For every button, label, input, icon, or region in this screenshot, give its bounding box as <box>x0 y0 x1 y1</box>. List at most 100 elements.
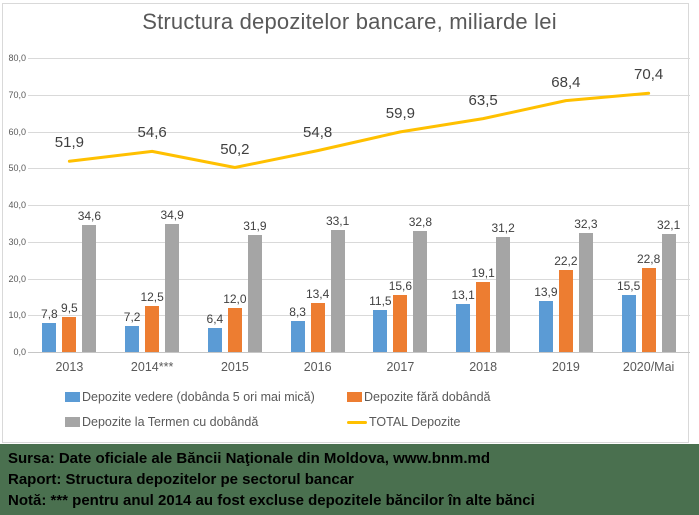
y-tick-label: 70,0 <box>8 89 26 100</box>
legend-label: Depozite fără dobândă <box>364 390 491 404</box>
bar-label: 13,1 <box>451 287 475 302</box>
bar <box>456 303 471 352</box>
y-tick-label: 30,0 <box>8 236 26 247</box>
gridline <box>28 315 690 317</box>
bar <box>42 323 57 352</box>
source-footer: Sursa: Date oficiale ale Băncii Naţional… <box>0 444 699 515</box>
bar-label: 12,5 <box>140 290 164 305</box>
footer-line-sursa: Sursa: Date oficiale ale Băncii Naţional… <box>8 450 491 467</box>
x-axis-label: 2014*** <box>130 360 174 374</box>
x-axis-label: 2016 <box>303 360 332 374</box>
bar <box>82 224 97 352</box>
bar <box>558 270 573 352</box>
bar <box>661 234 676 352</box>
gridline <box>28 168 690 170</box>
bar <box>413 231 428 352</box>
line-point-label: 68,4 <box>551 73 581 91</box>
legend-swatch-icon <box>65 392 80 402</box>
bar <box>310 302 325 352</box>
bar <box>476 281 491 352</box>
legend-label: Depozite vedere (dobânda 5 ori mai mică) <box>82 390 315 404</box>
bar <box>165 223 180 352</box>
x-axis-label: 2019 <box>551 360 580 374</box>
chart-border-frame <box>2 3 689 443</box>
footer-line-raport: Raport: Structura depozitelor pe sectoru… <box>8 471 354 488</box>
bar-label: 6,4 <box>206 312 224 327</box>
y-tick-label: 50,0 <box>8 163 26 174</box>
legend-label: Depozite la Termen cu dobândă <box>82 415 259 429</box>
legend-swatch-icon <box>347 420 367 424</box>
x-axis-label: 2013 <box>55 360 84 374</box>
bar <box>247 234 262 352</box>
y-tick-label: 10,0 <box>8 310 26 321</box>
bar-label: 13,4 <box>305 286 330 301</box>
line-point-label: 59,9 <box>385 104 415 122</box>
chart-title: Structura depozitelor bancare, miliarde … <box>142 9 557 34</box>
bar <box>621 295 636 352</box>
bar-label: 19,1 <box>471 265 495 280</box>
bar-label: 32,8 <box>408 215 433 230</box>
legend-label: TOTAL Depozite <box>369 415 461 429</box>
gridline <box>28 352 690 353</box>
bar-label: 32,3 <box>574 217 598 232</box>
line-point-label: 50,2 <box>220 140 250 158</box>
bar-label: 12,0 <box>223 291 247 306</box>
line-point-label: 54,6 <box>137 124 167 142</box>
gridline <box>28 94 690 96</box>
bar <box>330 230 345 352</box>
x-axis-label: 2020/Mai <box>622 360 675 374</box>
bar-label: 34,6 <box>77 208 102 223</box>
bar-label: 33,1 <box>325 214 350 229</box>
footer-line-nota: Notă: *** pentru anul 2014 au fost exclu… <box>8 492 535 509</box>
y-tick-label: 0,0 <box>13 347 26 357</box>
legend-swatch-icon <box>65 417 80 427</box>
bar-label: 22,2 <box>554 254 578 269</box>
bar-label: 8,3 <box>289 305 306 320</box>
bar-label: 15,6 <box>388 278 413 293</box>
total-line-path <box>67 91 651 170</box>
total-deposits-line <box>67 91 651 170</box>
bar <box>145 306 160 352</box>
bar-label: 15,5 <box>616 279 641 294</box>
x-axis-label: 2015 <box>220 360 249 374</box>
bar <box>227 307 242 352</box>
y-tick-label: 80,0 <box>8 53 26 63</box>
bar <box>373 309 388 352</box>
bar-label: 22,8 <box>636 252 661 267</box>
gridline <box>28 241 690 243</box>
line-point-label: 63,5 <box>468 91 498 109</box>
bar-label: 7,2 <box>123 309 141 324</box>
bar <box>62 317 77 352</box>
gridline <box>28 205 690 206</box>
gridline <box>28 58 690 59</box>
x-axis-label: 2018 <box>469 360 498 374</box>
legend-item: Depozite fără dobândă <box>347 390 490 404</box>
line-point-label: 70,4 <box>634 66 664 84</box>
bar-label: 13,9 <box>534 284 558 299</box>
legend-item: TOTAL Depozite <box>347 415 460 429</box>
legend-item: Depozite la Termen cu dobândă <box>65 415 258 429</box>
bar-label: 31,9 <box>243 218 267 233</box>
bar <box>578 233 593 352</box>
bar-label: 11,5 <box>369 293 392 308</box>
line-point-label: 54,8 <box>303 123 333 141</box>
bar-label: 34,9 <box>160 207 184 222</box>
y-tick-label: 60,0 <box>8 126 26 137</box>
legend-swatch-icon <box>347 392 362 402</box>
bar <box>207 328 222 352</box>
line-point-label: 51,9 <box>54 134 84 152</box>
bar-label: 31,2 <box>491 221 515 236</box>
gridline <box>28 278 690 280</box>
bar <box>393 294 408 352</box>
bar-label: 9,5 <box>61 301 78 316</box>
bar <box>496 237 511 352</box>
bar <box>125 325 140 352</box>
bar <box>290 321 305 352</box>
y-tick-label: 20,0 <box>8 273 26 284</box>
bar <box>641 268 656 352</box>
legend-item: Depozite vedere (dobânda 5 ori mai mică) <box>65 390 315 404</box>
bar <box>538 300 553 352</box>
x-axis-label: 2017 <box>386 360 415 374</box>
y-tick-label: 40,0 <box>8 200 26 210</box>
